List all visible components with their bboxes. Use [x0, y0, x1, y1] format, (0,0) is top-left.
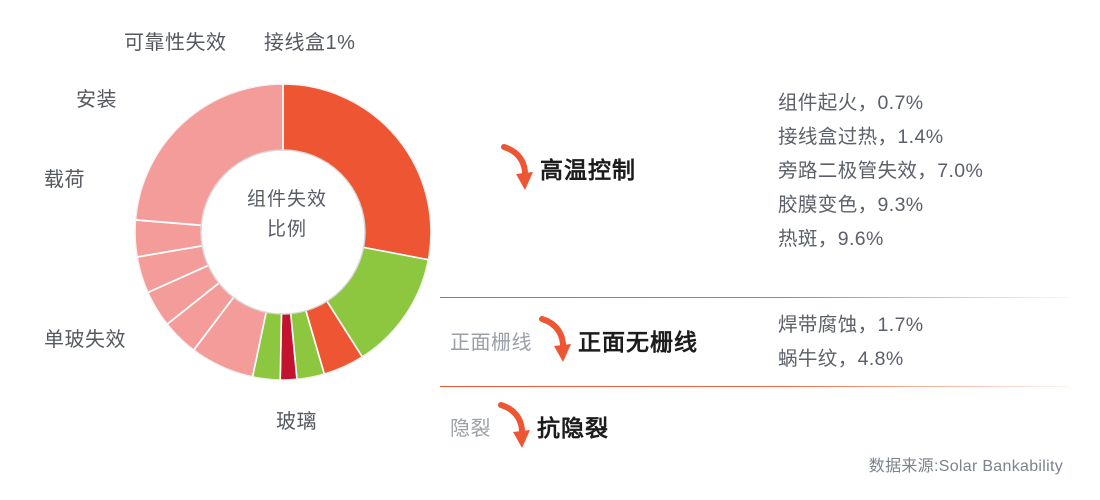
busbar-detail-list: 焊带腐蚀，1.7% 蜗牛纹，4.8%: [778, 308, 924, 376]
busbar-pre-label: 正面栅线: [450, 331, 532, 354]
slice-label-junction-box: 接线盒1%: [264, 32, 356, 54]
slice-label-glass: 玻璃: [276, 411, 317, 433]
busbar-key-block: 正面栅线 正面无栅线: [450, 314, 698, 366]
detail-item: 旁路二极管失效，7.0%: [778, 160, 984, 182]
detail-item: 蜗牛纹，4.8%: [778, 348, 904, 370]
donut-inner-ring: [200, 149, 366, 315]
detail-item: 热斑，9.6%: [778, 228, 884, 250]
donut-outer-edge: [134, 83, 432, 381]
detail-item: 组件起火，0.7%: [778, 92, 924, 114]
donut-chart: 组件失效 比例 可靠性失效 接线盒1% 安装 载荷 单玻失效 玻璃: [0, 0, 470, 500]
crack-key-block: 隐裂 抗隐裂: [450, 400, 609, 452]
group-row-thermal: 高温控制 组件起火，0.7% 接线盒过热，1.4% 旁路二极管失效，7.0% 胶…: [440, 80, 1100, 297]
source-note: 数据来源:Solar Bankability: [868, 458, 1063, 475]
detail-item: 胶膜变色，9.3%: [778, 194, 924, 216]
crack-pre-label: 隐裂: [450, 417, 491, 440]
curved-down-arrow-icon: [497, 400, 531, 452]
detail-item: 焊带腐蚀，1.7%: [778, 314, 924, 336]
crack-key-label: 抗隐裂: [537, 415, 609, 441]
thermal-key-label: 高温控制: [540, 157, 636, 183]
slice-label-install: 安装: [76, 89, 117, 111]
section-divider: [440, 386, 1070, 387]
curved-down-arrow-icon: [538, 314, 572, 366]
donut-svg: [134, 83, 432, 381]
thermal-key-block: 高温控制: [500, 142, 636, 194]
section-divider: [440, 297, 1070, 298]
slice-label-single-glass: 单玻失效: [44, 329, 126, 351]
detail-item: 接线盒过热，1.4%: [778, 126, 944, 148]
thermal-detail-list: 组件起火，0.7% 接线盒过热，1.4% 旁路二极管失效，7.0% 胶膜变色，9…: [778, 86, 983, 256]
curved-down-arrow-icon: [500, 142, 534, 194]
slice-label-reliability: 可靠性失效: [124, 32, 227, 54]
group-row-crack: 隐裂 抗隐裂: [440, 390, 1100, 460]
slice-label-load: 载荷: [44, 169, 85, 191]
busbar-key-label: 正面无栅线: [578, 329, 698, 355]
group-row-busbar: 正面栅线 正面无栅线 焊带腐蚀，1.7% 蜗牛纹，4.8%: [440, 300, 1100, 386]
